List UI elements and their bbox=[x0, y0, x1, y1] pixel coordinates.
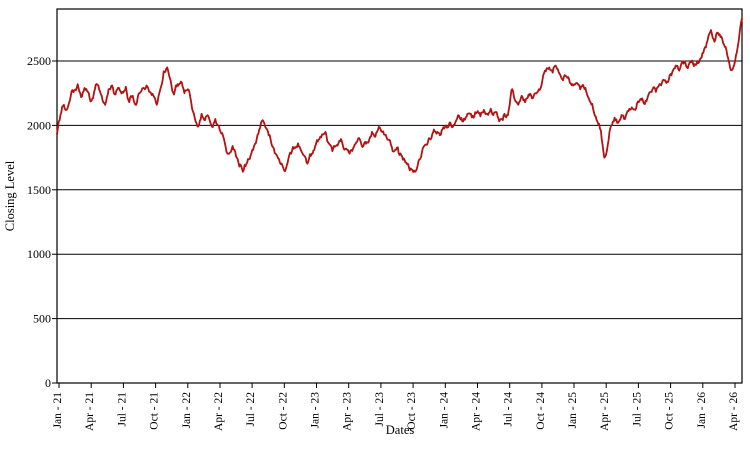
x-tick-label: Jul - 25 bbox=[631, 392, 643, 427]
x-tick-label: Apr - 24 bbox=[471, 392, 483, 431]
x-tick-label: Oct - 24 bbox=[535, 392, 547, 430]
x-tick-label: Jul - 24 bbox=[503, 392, 515, 427]
x-tick-label: Jan - 25 bbox=[567, 392, 579, 429]
y-tick-label: 1500 bbox=[27, 183, 51, 197]
x-tick-label: Oct - 25 bbox=[664, 392, 676, 430]
x-tick-label: Oct - 23 bbox=[406, 392, 418, 430]
x-tick-label: Apr - 25 bbox=[599, 392, 611, 431]
x-axis-title: Dates bbox=[386, 423, 415, 437]
x-tick-label: Jul - 23 bbox=[374, 392, 386, 427]
x-tick-label: Apr - 22 bbox=[213, 392, 225, 431]
closing-level-series-line bbox=[56, 17, 743, 173]
x-tick-label: Jan - 21 bbox=[52, 392, 64, 429]
tick-marks-layer bbox=[52, 60, 736, 388]
x-tick-label: Jan - 22 bbox=[181, 392, 193, 429]
x-tick-label: Jul - 22 bbox=[245, 392, 257, 427]
y-tick-label: 500 bbox=[33, 312, 51, 326]
x-tick-label: Apr - 21 bbox=[84, 392, 96, 431]
x-tick-label: Jul - 21 bbox=[116, 392, 128, 427]
x-tick-label: Apr - 26 bbox=[728, 392, 740, 431]
y-tick-label: 2000 bbox=[27, 118, 51, 132]
x-tick-label: Jan - 23 bbox=[310, 392, 322, 429]
x-tick-label: Oct - 22 bbox=[277, 392, 289, 430]
x-tick-label: Oct - 21 bbox=[149, 392, 161, 430]
y-axis-title: Closing Level bbox=[3, 160, 17, 231]
tick-labels-layer: 0 500 1000 1500 2000 2500 Jan - 21 Apr - 21 Jul … bbox=[27, 54, 740, 431]
gridlines-layer bbox=[57, 60, 742, 320]
x-tick-label: Apr - 23 bbox=[342, 392, 354, 431]
x-tick-label: Jan - 26 bbox=[696, 392, 708, 429]
plot-border bbox=[56, 8, 743, 384]
y-tick-label: 1000 bbox=[27, 247, 51, 261]
x-tick-label: Jan - 24 bbox=[438, 392, 450, 429]
series-layer bbox=[56, 17, 743, 173]
y-tick-label: 2500 bbox=[27, 54, 51, 68]
y-tick-label: 0 bbox=[45, 376, 51, 390]
